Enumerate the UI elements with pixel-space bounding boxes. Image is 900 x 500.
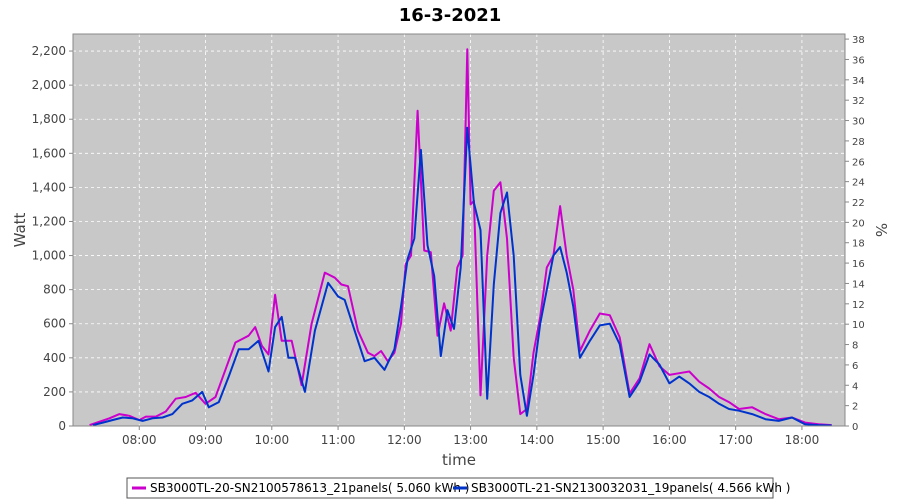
legend-box (126, 477, 774, 499)
y-tick-label: 1,600 (32, 146, 66, 160)
x-tick-label: 11:00 (321, 433, 356, 447)
y2-tick-label: 14 (852, 279, 865, 290)
y2-tick-label: 24 (852, 178, 865, 189)
series-lines (89, 48, 832, 427)
y-tick-label: 2,200 (32, 44, 66, 58)
gridlines (73, 34, 845, 426)
legend-label-2: SB3000TL-21-SN2130032031_19panels( 4.566… (471, 481, 790, 495)
y-tick-label: 200 (43, 385, 66, 399)
y2-tick-label: 32 (852, 96, 865, 107)
y-tick-label: 2,000 (32, 78, 66, 92)
legend-label-1: SB3000TL-20-SN2100578613_21panels( 5.060… (150, 481, 469, 495)
y2-tick-label: 22 (852, 198, 865, 209)
y2-tick-label: 0 (852, 422, 858, 433)
y2-tick-label: 8 (852, 341, 858, 352)
y2-axis-label: % (872, 223, 890, 237)
y2-tick-label: 2 (852, 402, 858, 413)
x-tick-label: 12:00 (387, 433, 422, 447)
x-tick-label: 10:00 (255, 433, 290, 447)
y-tick-label: 1,000 (32, 249, 66, 263)
x-tick-label: 13:00 (453, 433, 488, 447)
y2-tick-label: 12 (852, 300, 865, 311)
y-tick-label: 1,800 (32, 112, 66, 126)
y2-tick-label: 30 (852, 117, 865, 128)
x-tick-label: 15:00 (586, 433, 621, 447)
y-tick-label: 1,400 (32, 180, 66, 194)
y-tick-label: 800 (43, 283, 66, 297)
series-line-2 (92, 126, 832, 427)
y-axis-label: Watt (11, 212, 29, 247)
y2-tick-label: 18 (852, 239, 865, 250)
x-tick-label: 09:00 (188, 433, 223, 447)
y2-tick-label: 6 (852, 361, 858, 372)
y-tick-label: 1,200 (32, 214, 66, 228)
x-axis: 08:00 09:00 10:00 11:00 12:00 13:00 14:00 15:00… (122, 426, 819, 447)
plot-border (72, 33, 846, 427)
y2-tick-label: 36 (852, 55, 865, 66)
x-tick-label: 14:00 (520, 433, 555, 447)
y-tick-label: 400 (43, 351, 66, 365)
y2-tick-label: 34 (852, 76, 865, 87)
y2-tick-label: 28 (852, 137, 865, 148)
chart-title: 16-3-2021 (399, 5, 502, 26)
x-tick-label: 16:00 (652, 433, 687, 447)
y2-tick-label: 26 (852, 157, 865, 168)
y2-tick-label: 10 (852, 320, 865, 331)
x-tick-label: 08:00 (122, 433, 157, 447)
y-tick-label: 0 (58, 419, 66, 433)
x-tick-label: 18:00 (785, 433, 820, 447)
y-tick-label: 600 (43, 317, 66, 331)
y2-tick-label: 4 (852, 381, 858, 392)
legend: SB3000TL-20-SN2100578613_21panels( 5.060… (126, 477, 790, 499)
x-axis-label: time (442, 451, 476, 469)
y2-tick-label: 38 (852, 35, 865, 46)
y-axis: 0 200 400 600 800 1,000 1,200 1,400 1,600 1,800 2,… (32, 44, 73, 433)
plot-area (73, 34, 845, 426)
x-tick-label: 17:00 (718, 433, 753, 447)
y2-tick-label: 20 (852, 218, 865, 229)
y2-tick-label: 16 (852, 259, 865, 270)
